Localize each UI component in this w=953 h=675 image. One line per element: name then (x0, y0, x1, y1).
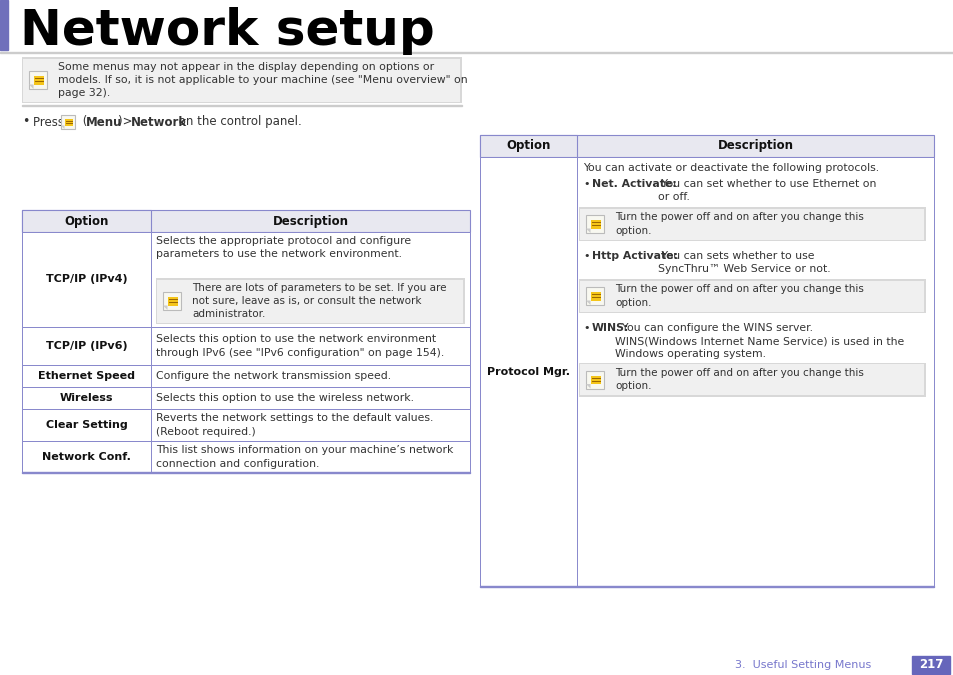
FancyBboxPatch shape (585, 371, 603, 389)
Bar (578, 207, 925, 241)
Bar (911, 656, 949, 674)
Text: Protocol Mgr.: Protocol Mgr. (486, 367, 569, 377)
Text: •: • (582, 323, 589, 333)
Bar (156, 278, 464, 324)
Bar (22, 409, 151, 441)
Text: Selects this option to use the wireless network.: Selects this option to use the wireless … (156, 393, 414, 403)
Text: You can sets whether to use
SyncThru™ Web Service or not.: You can sets whether to use SyncThru™ We… (658, 251, 829, 274)
Bar (579, 281, 923, 311)
Bar (22, 232, 470, 327)
Text: TCP/IP (IPv4): TCP/IP (IPv4) (46, 275, 127, 284)
Bar (22, 210, 470, 232)
Bar (579, 209, 923, 240)
Text: Selects the appropriate protocol and configure
parameters to use the network env: Selects the appropriate protocol and con… (156, 236, 411, 259)
FancyBboxPatch shape (585, 287, 603, 305)
Bar (22, 365, 470, 387)
Bar (22, 327, 470, 365)
Bar (479, 157, 577, 587)
Bar (22, 441, 470, 473)
Polygon shape (163, 306, 168, 310)
FancyBboxPatch shape (591, 376, 600, 384)
Text: Option: Option (506, 140, 550, 153)
Bar (0, 52, 953, 53)
Text: Option: Option (64, 215, 109, 227)
Text: You can activate or deactivate the following protocols.: You can activate or deactivate the follo… (582, 163, 879, 173)
Polygon shape (29, 84, 33, 89)
FancyBboxPatch shape (163, 292, 181, 310)
Bar (22, 387, 151, 409)
FancyBboxPatch shape (591, 292, 600, 300)
Text: Menu: Menu (86, 115, 122, 128)
Text: Network Conf.: Network Conf. (42, 452, 131, 462)
Bar (22, 105, 461, 106)
Bar (479, 586, 933, 587)
Polygon shape (585, 300, 590, 305)
Text: Http Activate:: Http Activate: (592, 251, 678, 261)
Text: Description: Description (717, 140, 793, 153)
Bar (22, 232, 151, 327)
Bar (157, 279, 463, 323)
Text: 3.  Useful Setting Menus: 3. Useful Setting Menus (734, 660, 870, 670)
Text: Wireless: Wireless (60, 393, 113, 403)
Text: You can set whether to use Ethernet on
or off.: You can set whether to use Ethernet on o… (658, 179, 875, 202)
Bar (22, 472, 470, 473)
Polygon shape (61, 126, 65, 129)
Text: Clear Setting: Clear Setting (46, 420, 128, 430)
Text: Configure the network transmission speed.: Configure the network transmission speed… (156, 371, 391, 381)
Bar (479, 157, 933, 587)
Text: WINS:: WINS: (592, 323, 629, 333)
Text: Reverts the network settings to the default values.
(Reboot required.): Reverts the network settings to the defa… (156, 413, 433, 437)
Text: Net. Activate:: Net. Activate: (592, 179, 676, 189)
Text: •: • (22, 115, 30, 128)
Text: You can configure the WINS server.
WINS(Windows Internet Name Service) is used i: You can configure the WINS server. WINS(… (615, 323, 903, 359)
Bar (0, 655, 953, 675)
FancyBboxPatch shape (65, 119, 72, 126)
Text: Some menus may not appear in the display depending on options or
models. If so, : Some menus may not appear in the display… (58, 62, 467, 98)
Bar (22, 441, 151, 473)
Text: Turn the power off and on after you change this
option.: Turn the power off and on after you chan… (615, 368, 863, 391)
Polygon shape (585, 384, 590, 389)
FancyBboxPatch shape (61, 115, 75, 129)
Text: Network: Network (131, 115, 187, 128)
Bar (22, 327, 151, 365)
Text: Selects this option to use the network environment
through IPv6 (see "IPv6 confi: Selects this option to use the network e… (156, 334, 444, 358)
Text: •: • (582, 179, 589, 189)
Bar (578, 362, 925, 396)
Text: Turn the power off and on after you change this
option.: Turn the power off and on after you chan… (615, 284, 863, 308)
Text: This list shows information on your machine’s network
connection and configurati: This list shows information on your mach… (156, 446, 453, 468)
Text: Ethernet Speed: Ethernet Speed (38, 371, 135, 381)
Text: 217: 217 (918, 659, 943, 672)
FancyBboxPatch shape (29, 71, 47, 89)
Text: )>: )> (118, 115, 136, 128)
Bar (479, 135, 933, 157)
Text: Press: Press (33, 115, 68, 128)
Bar (579, 364, 923, 395)
FancyBboxPatch shape (585, 215, 603, 233)
Bar (22, 57, 461, 103)
Text: on the control panel.: on the control panel. (174, 115, 301, 128)
Text: Description: Description (273, 215, 348, 227)
Text: •: • (582, 251, 589, 261)
Bar (24, 59, 460, 101)
Text: (: ( (79, 115, 88, 128)
Text: TCP/IP (IPv6): TCP/IP (IPv6) (46, 341, 127, 351)
Bar (22, 210, 151, 232)
Bar (479, 135, 577, 157)
Bar (578, 279, 925, 313)
Polygon shape (585, 229, 590, 233)
Bar (22, 365, 151, 387)
FancyBboxPatch shape (591, 221, 600, 229)
Bar (22, 409, 470, 441)
FancyBboxPatch shape (169, 298, 178, 306)
Bar (22, 387, 470, 409)
Text: Turn the power off and on after you change this
option.: Turn the power off and on after you chan… (615, 213, 863, 236)
FancyBboxPatch shape (34, 76, 44, 84)
Text: Network setup: Network setup (20, 7, 435, 55)
Bar (0, 0, 8, 50)
Text: There are lots of parameters to be set. If you are
not sure, leave as is, or con: There are lots of parameters to be set. … (192, 283, 446, 319)
